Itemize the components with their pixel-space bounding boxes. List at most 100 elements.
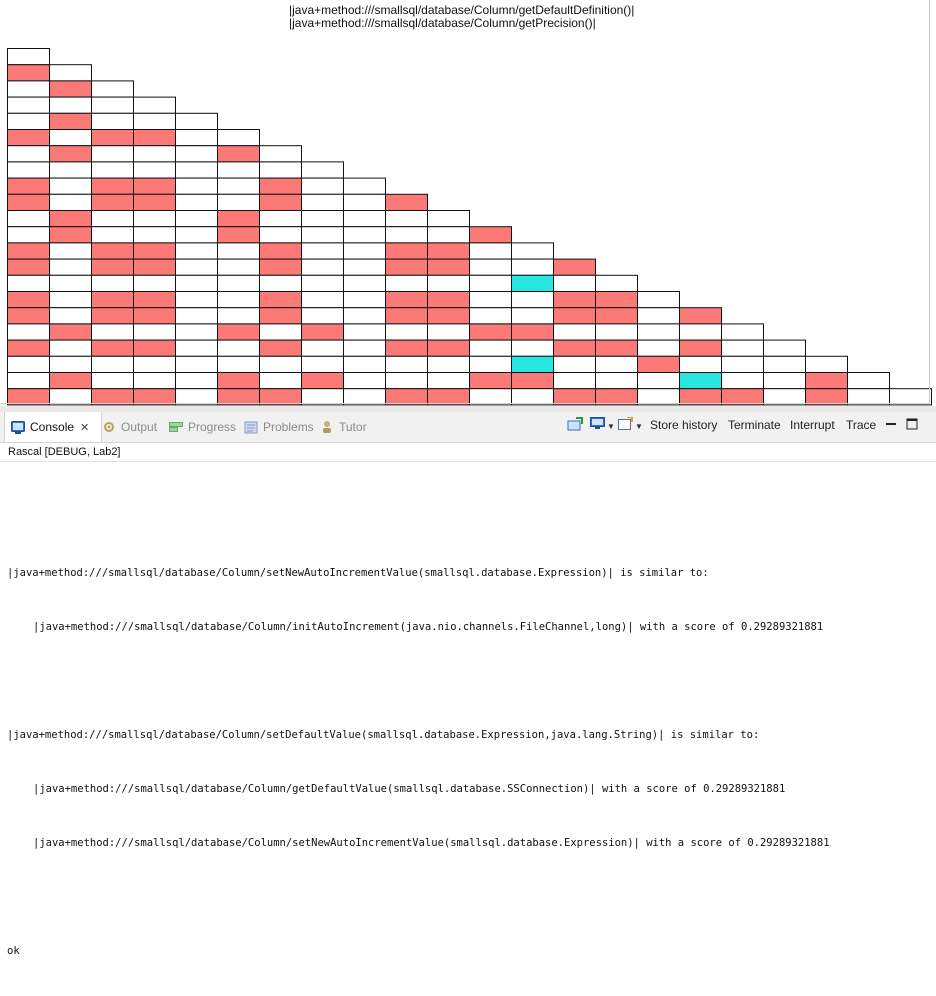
similarity-cell[interactable] [217, 226, 260, 244]
similarity-cell[interactable] [805, 372, 848, 390]
similarity-cell[interactable] [511, 258, 554, 276]
similarity-cell[interactable] [427, 258, 470, 276]
similarity-cell[interactable] [91, 372, 134, 390]
similarity-cell[interactable] [763, 355, 806, 373]
similarity-cell[interactable] [469, 372, 512, 390]
similarity-cell[interactable] [49, 258, 92, 276]
similarity-cell[interactable] [217, 210, 260, 228]
similarity-cell[interactable] [133, 161, 176, 179]
similarity-cell[interactable] [217, 372, 260, 390]
similarity-cell[interactable] [763, 339, 806, 357]
similarity-cell[interactable] [637, 355, 680, 373]
similarity-cell[interactable] [385, 242, 428, 260]
similarity-cell[interactable] [49, 355, 92, 373]
view-separator[interactable] [0, 406, 936, 412]
similarity-cell[interactable] [259, 161, 302, 179]
similarity-cell[interactable] [595, 274, 638, 292]
similarity-cell[interactable] [7, 129, 50, 147]
similarity-cell[interactable] [469, 339, 512, 357]
trace-button[interactable]: Trace [846, 418, 877, 432]
similarity-cell[interactable] [49, 226, 92, 244]
similarity-cell[interactable] [301, 274, 344, 292]
similarity-cell[interactable] [259, 355, 302, 373]
similarity-cell[interactable] [427, 323, 470, 341]
similarity-cell[interactable] [49, 80, 92, 98]
similarity-cell[interactable] [385, 339, 428, 357]
similarity-cell[interactable] [133, 226, 176, 244]
similarity-cell[interactable] [343, 355, 386, 373]
similarity-cell[interactable] [343, 372, 386, 390]
similarity-cell[interactable] [91, 210, 134, 228]
similarity-cell[interactable] [175, 323, 218, 341]
similarity-cell[interactable] [889, 388, 932, 406]
similarity-cell[interactable] [511, 323, 554, 341]
similarity-cell[interactable] [7, 177, 50, 195]
similarity-cell[interactable] [469, 355, 512, 373]
similarity-cell[interactable] [553, 258, 596, 276]
similarity-cell[interactable] [91, 307, 134, 325]
similarity-cell[interactable] [553, 291, 596, 309]
similarity-cell[interactable] [301, 355, 344, 373]
similarity-cell[interactable] [7, 226, 50, 244]
similarity-cell[interactable] [217, 258, 260, 276]
similarity-cell[interactable] [343, 177, 386, 195]
maximize-button[interactable] [906, 418, 918, 434]
tab-progress[interactable]: Progress [169, 412, 236, 442]
similarity-cell[interactable] [175, 145, 218, 163]
similarity-cell[interactable] [427, 291, 470, 309]
similarity-cell[interactable] [49, 193, 92, 212]
similarity-cell[interactable] [217, 145, 260, 163]
similarity-cell[interactable] [49, 291, 92, 309]
similarity-cell[interactable] [7, 80, 50, 98]
similarity-cell[interactable] [175, 242, 218, 260]
similarity-cell[interactable] [301, 291, 344, 309]
similarity-cell[interactable] [7, 96, 50, 114]
similarity-cell[interactable] [133, 291, 176, 309]
similarity-cell[interactable] [553, 307, 596, 325]
similarity-cell[interactable] [91, 177, 134, 195]
similarity-cell[interactable] [133, 96, 176, 114]
similarity-cell[interactable] [133, 129, 176, 147]
similarity-cell[interactable] [721, 355, 764, 373]
similarity-cell[interactable] [175, 226, 218, 244]
similarity-cell[interactable] [679, 339, 722, 357]
similarity-cell[interactable] [385, 258, 428, 276]
similarity-cell[interactable] [385, 226, 428, 244]
similarity-cell[interactable] [553, 339, 596, 357]
similarity-cell[interactable] [259, 145, 302, 163]
similarity-cell[interactable] [301, 210, 344, 228]
similarity-cell[interactable] [847, 372, 890, 390]
similarity-cell[interactable] [7, 339, 50, 357]
similarity-cell[interactable] [553, 274, 596, 292]
similarity-cell[interactable] [385, 193, 428, 212]
interrupt-button[interactable]: Interrupt [790, 418, 835, 432]
tab-tutor[interactable]: Tutor [320, 412, 367, 442]
similarity-cell[interactable] [301, 339, 344, 357]
similarity-cell[interactable] [7, 242, 50, 260]
similarity-cell[interactable] [343, 307, 386, 325]
similarity-cell[interactable] [595, 372, 638, 390]
similarity-cell[interactable] [469, 274, 512, 292]
similarity-cell[interactable] [343, 210, 386, 228]
similarity-cell[interactable] [217, 339, 260, 357]
similarity-cell[interactable] [469, 307, 512, 325]
similarity-cell[interactable] [217, 177, 260, 195]
similarity-cell[interactable] [301, 372, 344, 390]
similarity-cell[interactable] [133, 274, 176, 292]
similarity-cell[interactable] [511, 307, 554, 325]
similarity-cell[interactable] [7, 258, 50, 276]
similarity-cell[interactable] [553, 355, 596, 373]
similarity-cell[interactable] [175, 339, 218, 357]
similarity-cell[interactable] [469, 258, 512, 276]
similarity-cell[interactable] [133, 323, 176, 341]
similarity-cell[interactable] [385, 210, 428, 228]
similarity-cell[interactable] [343, 274, 386, 292]
similarity-cell[interactable] [637, 291, 680, 309]
similarity-cell[interactable] [91, 80, 134, 98]
similarity-cell[interactable] [301, 323, 344, 341]
similarity-cell[interactable] [49, 161, 92, 179]
similarity-cell[interactable] [511, 339, 554, 357]
similarity-cell[interactable] [595, 307, 638, 325]
similarity-cell[interactable] [301, 307, 344, 325]
similarity-cell[interactable] [427, 339, 470, 357]
